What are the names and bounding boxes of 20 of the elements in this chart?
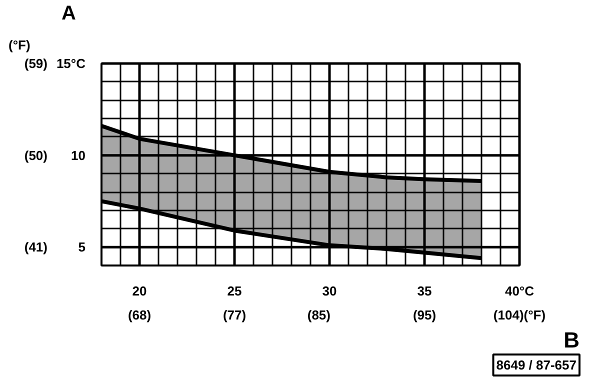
x2-tick-label: (104)(°F) bbox=[493, 308, 546, 322]
x2-tick-label: (95) bbox=[412, 308, 436, 322]
x2-tick-label: (77) bbox=[222, 308, 246, 322]
x-tick-label: 20 bbox=[132, 284, 147, 298]
x-tick-label: 25 bbox=[227, 284, 242, 298]
y-tick-label: 5 bbox=[78, 240, 86, 255]
x-axis-title: B bbox=[564, 328, 580, 352]
x2-tick-label: (68) bbox=[128, 308, 152, 322]
text: 8649 / 87-657 bbox=[496, 358, 576, 372]
y-tick-label: 15°C bbox=[56, 56, 86, 71]
x-tick-label: 30 bbox=[322, 284, 337, 298]
x2-tick-label: (85) bbox=[307, 308, 331, 322]
y2-axis-title: (°F) bbox=[8, 38, 30, 52]
y2-tick-label: (41) bbox=[24, 240, 48, 255]
y2-tick-label: (50) bbox=[24, 148, 48, 163]
y2-tick-label: (59) bbox=[24, 56, 48, 71]
y-tick-label: 10 bbox=[71, 148, 86, 163]
x-tick-label: 35 bbox=[417, 284, 432, 298]
x-tick-label: 40°C bbox=[504, 284, 535, 298]
y-axis-title: A bbox=[62, 2, 76, 24]
